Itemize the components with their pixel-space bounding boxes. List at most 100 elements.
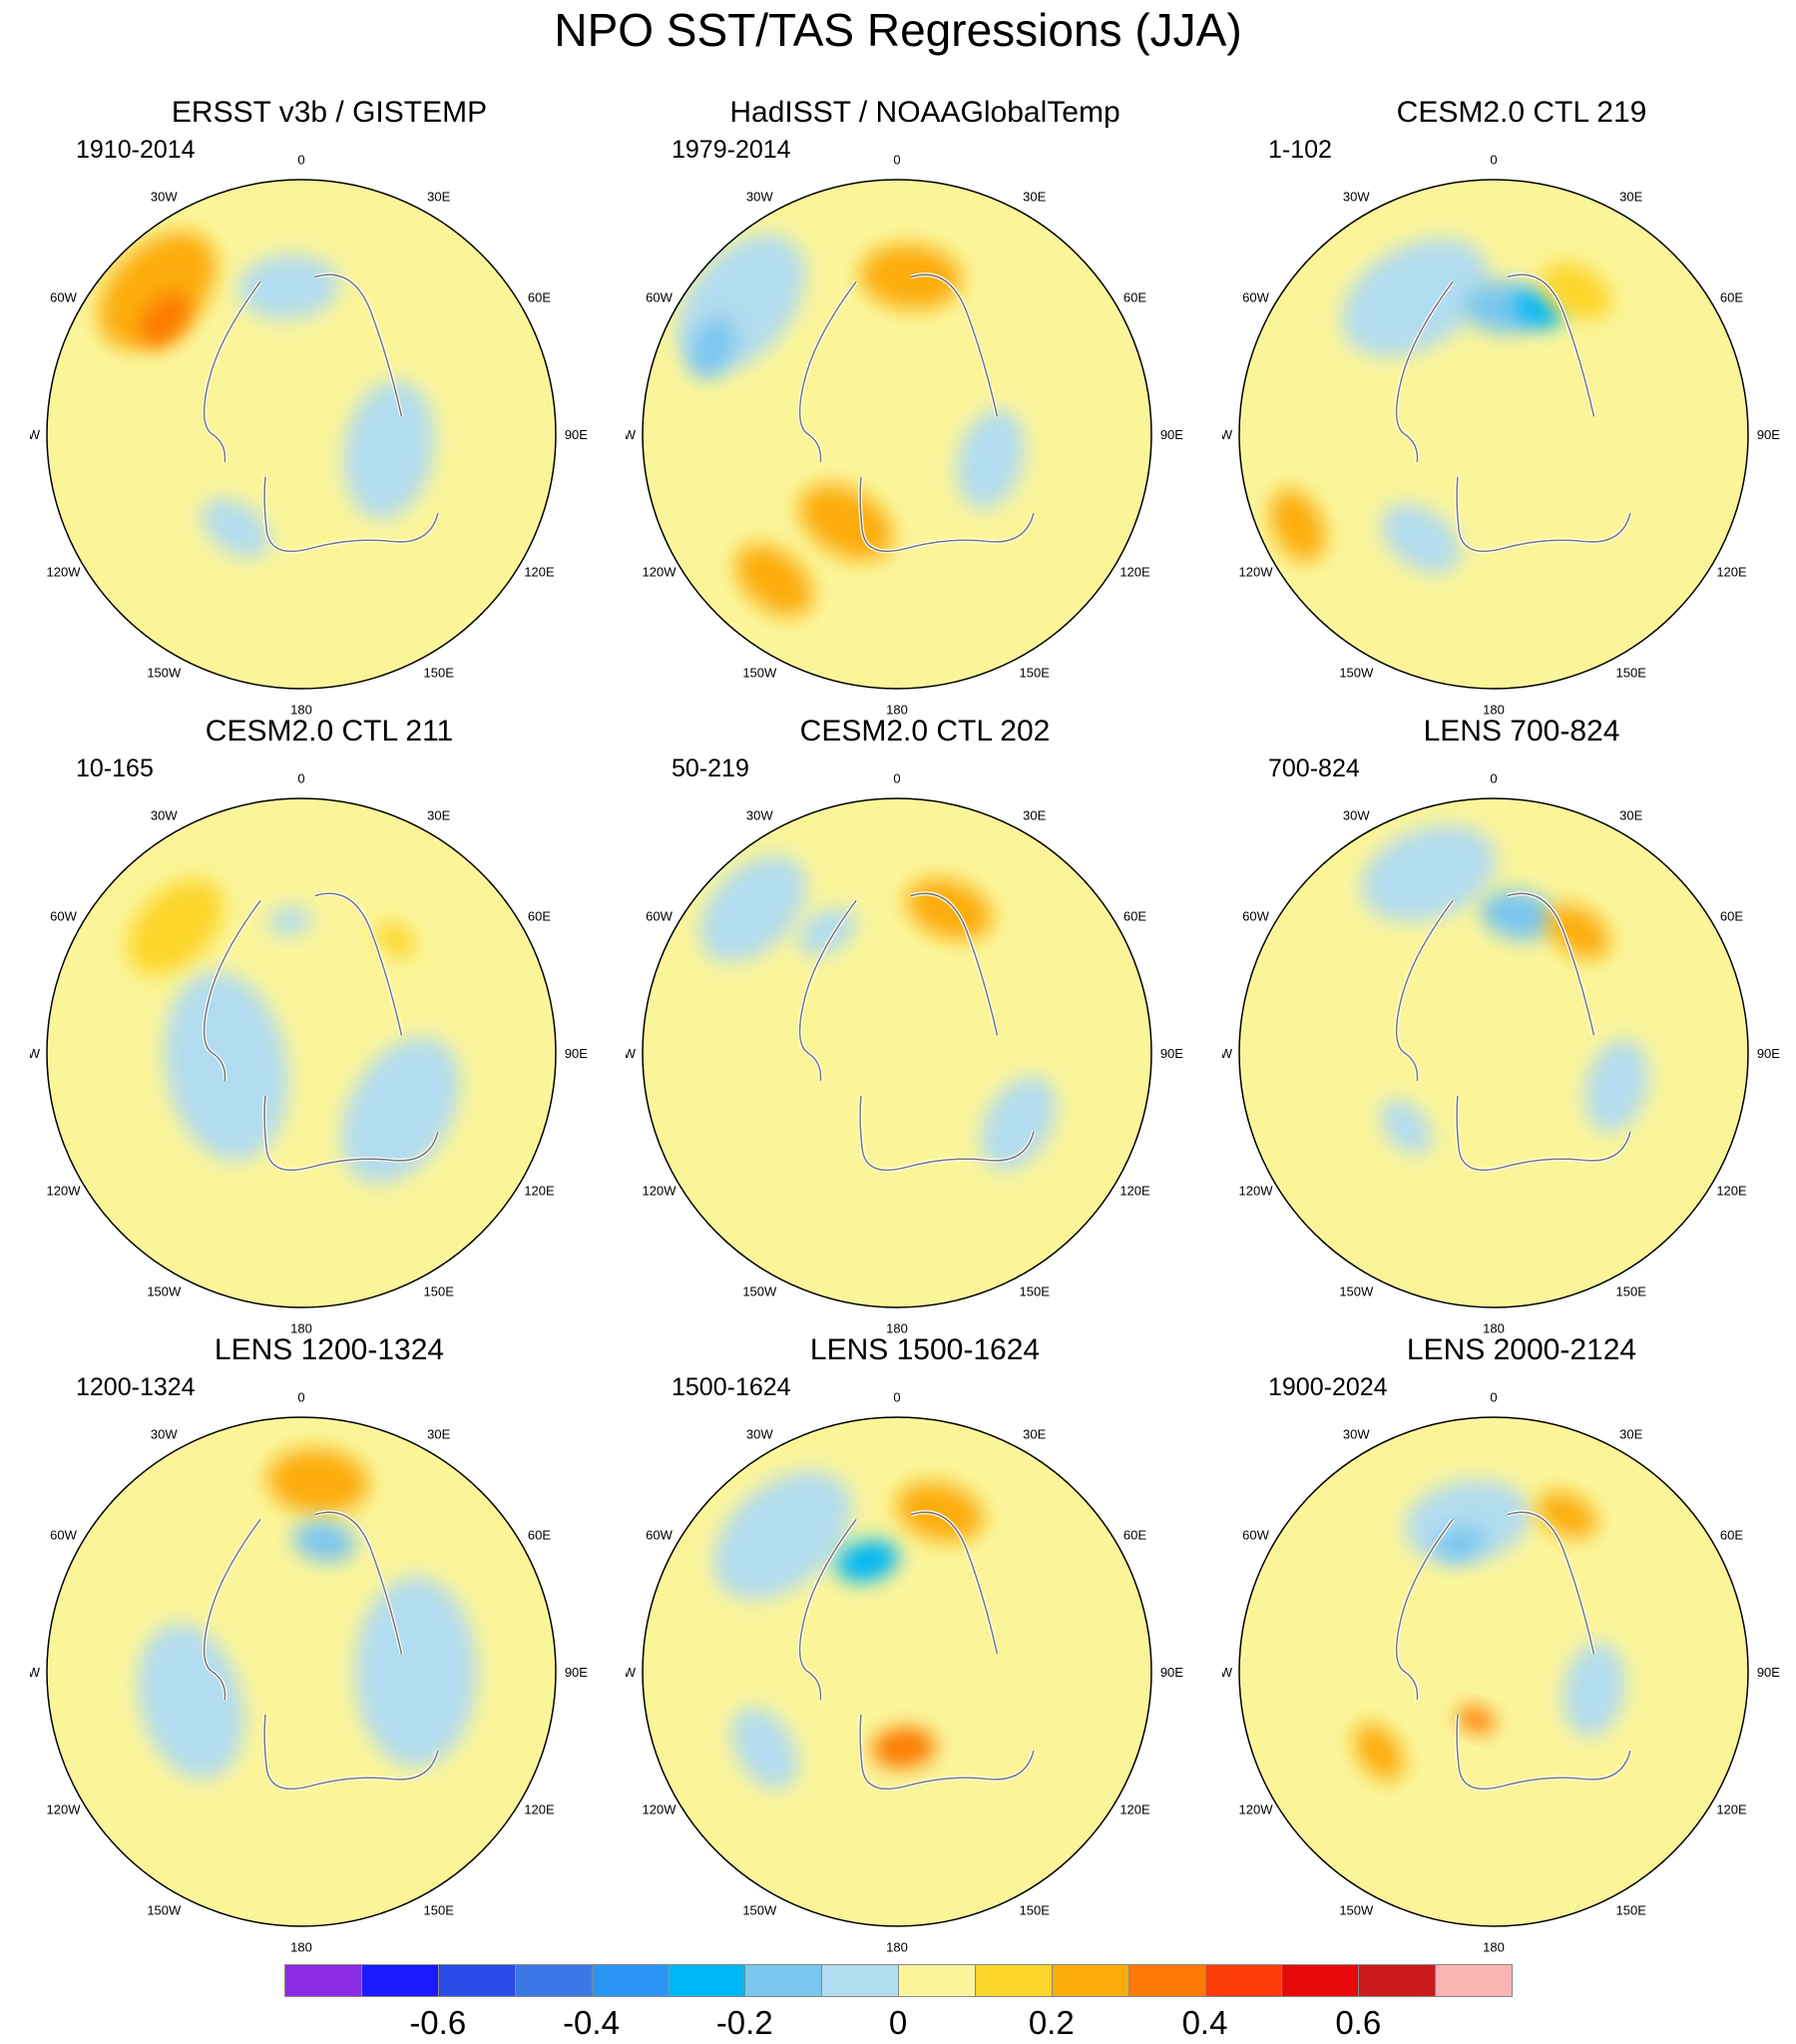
longitude-label: 120W bbox=[643, 1802, 677, 1817]
panel-period: 700-824 bbox=[1268, 755, 1360, 782]
colorbar-swatch bbox=[974, 1964, 1053, 1997]
longitude-label: 90E bbox=[1160, 427, 1183, 442]
anomaly-region bbox=[1458, 1706, 1496, 1734]
longitude-label: 90W bbox=[30, 1046, 41, 1061]
longitude-label: 60W bbox=[1242, 289, 1269, 304]
panel-period: 10-165 bbox=[76, 755, 154, 782]
anomaly-region bbox=[731, 1707, 798, 1789]
longitude-label: 120E bbox=[1716, 1184, 1747, 1199]
coastlines bbox=[797, 1510, 1036, 1791]
anomaly-region bbox=[1380, 503, 1461, 574]
anomaly-region bbox=[956, 409, 1025, 510]
coastlines bbox=[1394, 272, 1632, 554]
coastlines bbox=[202, 1510, 440, 1791]
anomaly-region bbox=[1341, 238, 1489, 357]
longitude-label: 30W bbox=[151, 189, 178, 204]
map-panel-4: CESM2.0 CTL 211 10-165 180 150E 120E 90E 60E 30… bbox=[30, 714, 629, 1362]
longitude-label: 150E bbox=[1616, 666, 1647, 681]
map-panel-2: HadISST / NOAAGlobalTemp 1979-2014 180 150E… bbox=[626, 95, 1224, 744]
polar-map: 180 150E 120E 90E 60E 30E 0 30W 60W 90W 120W 150W bbox=[626, 1390, 1183, 1955]
figure-title: NPO SST/TAS Regressions (JJA) bbox=[554, 4, 1242, 56]
longitude-label: 30W bbox=[746, 189, 773, 204]
anomaly-region bbox=[1563, 1642, 1625, 1738]
longitude-label: 180 bbox=[290, 1320, 312, 1335]
longitude-label: 120E bbox=[524, 1802, 555, 1817]
polar-map: 180 150E 120E 90E 60E 30E 0 30W 60W 90W 120W 150W bbox=[1222, 153, 1780, 718]
longitude-label: 30W bbox=[151, 807, 178, 822]
longitude-label: 30W bbox=[746, 807, 773, 822]
longitude-label: 120W bbox=[1239, 565, 1274, 580]
longitude-label: 60E bbox=[528, 289, 551, 304]
anomaly-region bbox=[1354, 1723, 1404, 1782]
longitude-label: 90W bbox=[30, 1665, 41, 1680]
colorbar-swatch bbox=[437, 1964, 516, 1997]
longitude-label: 150E bbox=[1020, 666, 1051, 681]
map-panel-8: LENS 1500-1624 1500-1624 180 150E 120E 90E 60E… bbox=[626, 1332, 1224, 1981]
longitude-label: 150E bbox=[424, 1284, 455, 1299]
polar-map: 180 150E 120E 90E 60E 30E 0 30W 60W 90W 120W 150W bbox=[1222, 771, 1780, 1336]
colorbar-tick-label: -0.2 bbox=[715, 2004, 773, 2041]
anomaly-region bbox=[201, 498, 270, 558]
anomaly-region bbox=[237, 254, 339, 320]
longitude-label: 120E bbox=[1120, 1802, 1150, 1817]
anomaly-region bbox=[798, 484, 894, 561]
longitude-label: 150E bbox=[1616, 1903, 1647, 1918]
anomaly-region bbox=[712, 1470, 852, 1600]
map-boundary bbox=[1238, 1416, 1749, 1927]
anomaly-region bbox=[699, 855, 807, 963]
panel-period: 1910-2014 bbox=[76, 136, 196, 164]
longitude-label: 60E bbox=[1720, 289, 1743, 304]
panel-title: CESM2.0 CTL 211 bbox=[205, 715, 454, 748]
longitude-label: 150E bbox=[424, 1903, 455, 1918]
map-boundary bbox=[642, 1416, 1152, 1927]
longitude-label: 150E bbox=[1020, 1903, 1051, 1918]
anomaly-region bbox=[267, 906, 312, 936]
longitude-label: 90E bbox=[1160, 1046, 1183, 1061]
longitude-label: 150E bbox=[1020, 1284, 1051, 1299]
map-background bbox=[1239, 798, 1748, 1307]
longitude-label: 150W bbox=[147, 666, 182, 681]
map-background bbox=[47, 798, 556, 1307]
map-panel-3: CESM2.0 CTL 219 1-102 180 150E 120E 90E 60E 30E… bbox=[1222, 95, 1796, 744]
colorbar-swatch bbox=[1051, 1964, 1129, 1997]
colorbar-swatch bbox=[898, 1964, 976, 1997]
colorbar-swatch bbox=[744, 1964, 823, 1997]
longitude-label: 150E bbox=[1616, 1284, 1647, 1299]
colorbar-swatch bbox=[1127, 1964, 1206, 1997]
colorbar-swatch bbox=[1435, 1964, 1513, 1997]
anomaly-region bbox=[735, 544, 813, 617]
longitude-label: 30W bbox=[151, 1426, 178, 1441]
panel-title: ERSST v3b / GISTEMP bbox=[171, 96, 488, 129]
longitude-label: 120E bbox=[1716, 565, 1747, 580]
map-panel-5: CESM2.0 CTL 202 50-219 180 150E 120E 90E 60E 30… bbox=[626, 714, 1224, 1362]
anomaly-region bbox=[871, 1727, 936, 1769]
longitude-label: 60W bbox=[646, 289, 673, 304]
longitude-label: 60E bbox=[1123, 1527, 1146, 1542]
colorbar-swatch bbox=[514, 1964, 593, 1997]
colorbar-swatch bbox=[1281, 1964, 1360, 1997]
longitude-label: 180 bbox=[1483, 1939, 1505, 1954]
panel-title: CESM2.0 CTL 219 bbox=[1396, 96, 1647, 129]
anomaly-region bbox=[343, 380, 435, 519]
longitude-label: 90E bbox=[565, 1665, 588, 1680]
map-panel-6: LENS 700-824 700-824 180 150E 120E 90E 60E 30E 0… bbox=[1222, 714, 1796, 1362]
longitude-label: 120E bbox=[1120, 1184, 1150, 1199]
longitude-label: 0 bbox=[297, 1390, 304, 1405]
longitude-label: 180 bbox=[290, 702, 312, 717]
longitude-label: 60E bbox=[528, 908, 551, 923]
longitude-label: 60W bbox=[646, 1527, 673, 1542]
panel-title: LENS 1500-1624 bbox=[809, 1333, 1041, 1366]
longitude-label: 60W bbox=[50, 289, 77, 304]
anomaly-region bbox=[137, 1623, 244, 1780]
longitude-label: 150W bbox=[147, 1903, 182, 1918]
longitude-label: 120E bbox=[524, 1184, 555, 1199]
panel-period: 1979-2014 bbox=[672, 136, 791, 164]
coastlines bbox=[202, 891, 440, 1173]
longitude-label: 60E bbox=[1720, 908, 1743, 923]
longitude-label: 90W bbox=[1222, 427, 1233, 442]
longitude-label: 150W bbox=[742, 1903, 777, 1918]
longitude-label: 150W bbox=[1339, 666, 1374, 681]
anomaly-region bbox=[139, 291, 192, 347]
longitude-label: 90W bbox=[30, 427, 41, 442]
